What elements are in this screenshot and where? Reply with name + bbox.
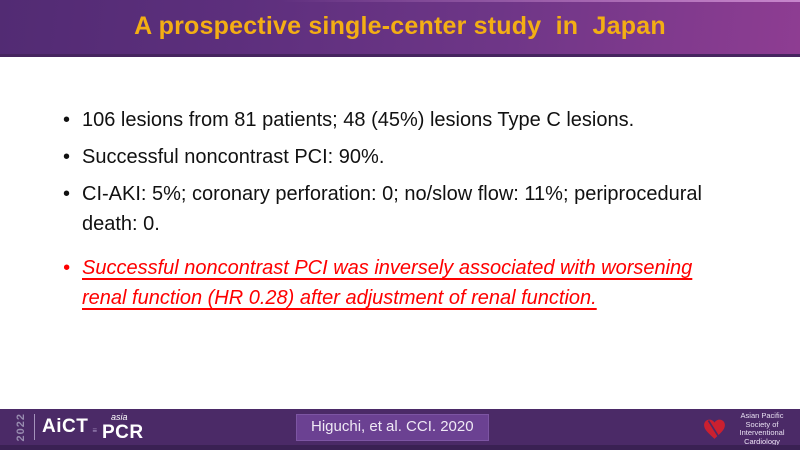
bullet-item-4-key-finding: Successful noncontrast PCI was inversely…: [62, 253, 722, 313]
slide-body: 106 lesions from 81 patients; 48 (45%) l…: [0, 57, 800, 320]
apsic-name-line-3: Interventional: [739, 428, 785, 437]
aict-wordmark: AiCT: [42, 416, 89, 437]
bullet-text-2: Successful noncontrast PCI: 90%.: [82, 146, 385, 168]
apsic-name-line-2: Society of: [745, 419, 779, 429]
bullet-text-4: Successful noncontrast PCI was inversely…: [82, 257, 693, 309]
bullet-item-2: Successful noncontrast PCI: 90%.: [62, 142, 722, 172]
asiapcr-wordmark: asia PCR: [102, 411, 144, 443]
slide-header: A prospective single-center study in Jap…: [0, 0, 800, 57]
apsic-logo: Asian Pacific Society of Interventional …: [702, 411, 794, 446]
aict-asiapcr-logo: 2022 AiCT ≡ asia PCR: [15, 409, 144, 445]
citation-badge: Higuchi, et al. CCI. 2020: [296, 414, 489, 441]
bullet-list: 106 lesions from 81 patients; 48 (45%) l…: [62, 105, 760, 313]
logo-divider: [34, 414, 35, 440]
bullet-text-1: 106 lesions from 81 patients; 48 (45%) l…: [82, 109, 635, 131]
asia-label: asia: [111, 411, 128, 422]
pcr-label: PCR: [102, 421, 144, 443]
bullet-item-3: CI-AKI: 5%; coronary perforation: 0; no/…: [62, 179, 722, 239]
apsic-name: Asian Pacific Society of Interventional …: [730, 411, 794, 446]
year-label: 2022: [15, 412, 27, 442]
bullet-text-3: CI-AKI: 5%; coronary perforation: 0; no/…: [82, 183, 702, 235]
logo-separator-icon: ≡: [92, 425, 97, 435]
page-title: A prospective single-center study in Jap…: [134, 11, 666, 40]
apsic-name-line-1: Asian Pacific: [740, 411, 784, 420]
bullet-item-1: 106 lesions from 81 patients; 48 (45%) l…: [62, 105, 722, 135]
heart-icon: [702, 416, 727, 443]
slide-footer: 2022 AiCT ≡ asia PCR Higuchi, et al. CCI…: [0, 409, 800, 450]
apsic-name-line-4: Cardiology: [744, 436, 780, 446]
